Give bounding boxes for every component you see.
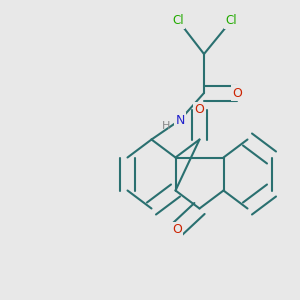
Text: Cl: Cl	[225, 14, 237, 28]
Text: O: O	[195, 103, 204, 116]
Text: O: O	[172, 223, 182, 236]
Text: O: O	[232, 86, 242, 100]
Text: H: H	[162, 121, 171, 131]
Text: Cl: Cl	[173, 14, 184, 28]
Text: N: N	[175, 113, 185, 127]
